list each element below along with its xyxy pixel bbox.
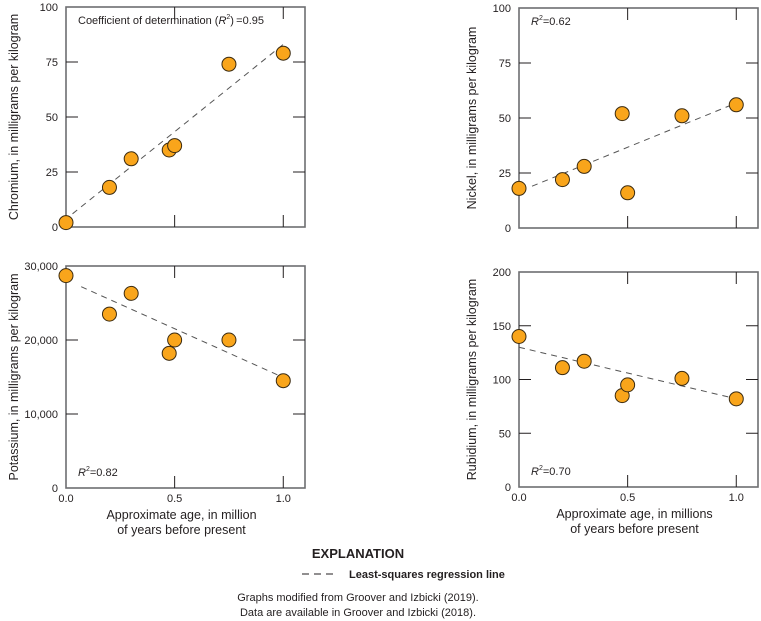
- plot-frame: [518, 7, 759, 229]
- data-point: [674, 370, 690, 386]
- x-axis-label-line: of years before present: [570, 522, 699, 536]
- y-tick-label: 0: [52, 483, 58, 495]
- data-point: [101, 306, 117, 322]
- chart-panels: 0 25 50 75 100 Chromium, in milligrams per ki…: [7, 2, 759, 537]
- source-note-graphs: Graphs modified from Groover and Izbicki…: [237, 592, 479, 604]
- y-tick-label: 50: [499, 428, 511, 440]
- y-axis-label: Rubidium, in milligrams per kilogram: [465, 279, 479, 480]
- plot-frame: [65, 6, 306, 228]
- y-tick-label: 50: [499, 113, 511, 125]
- x-tick-label: 0.0: [511, 492, 526, 504]
- regression-line: [531, 104, 733, 187]
- data-point: [554, 360, 570, 376]
- data-point: [275, 373, 291, 389]
- r-squared-annotation: Coefficient of determination (R2) =0.95: [78, 14, 264, 27]
- y-axis-label: Nickel, in milligrams per kilogram: [465, 27, 479, 210]
- r-squared-annotation: R2=0.70: [531, 465, 571, 478]
- source-notes: Graphs modified from Groover and Izbicki…: [237, 592, 479, 619]
- data-point: [576, 158, 592, 174]
- y-tick-label: 10,000: [24, 409, 58, 421]
- plot-frame: [65, 265, 306, 489]
- y-tick-label: 25: [499, 168, 511, 180]
- y-tick-label: 50: [46, 112, 58, 124]
- data-point: [58, 268, 74, 284]
- data-point: [576, 353, 592, 369]
- data-point: [620, 377, 636, 393]
- y-tick-label: 0: [52, 222, 58, 234]
- regression-line: [81, 286, 280, 376]
- x-tick-label: 0.5: [167, 493, 182, 505]
- y-axis-label: Chromium, in milligrams per kilogram: [7, 14, 21, 220]
- y-tick-label: 150: [493, 321, 511, 333]
- legend-title: EXPLANATION: [312, 546, 404, 561]
- source-note-data: Data are available in Groover and Izbick…: [240, 607, 476, 619]
- legend: EXPLANATION Least-squares regression lin…: [302, 546, 505, 581]
- chart-rubidium: 0 50 100 150 200 0.0 0.5 1.0 Rubidium, in millig…: [465, 267, 759, 536]
- x-axis-label-line: Approximate age, in millions: [556, 507, 712, 521]
- data-point: [674, 108, 690, 124]
- r-squared-annotation: R2=0.62: [531, 15, 571, 28]
- legend-label-regression: Least-squares regression line: [349, 569, 505, 581]
- data-point: [123, 151, 139, 167]
- r-squared-annotation: R2=0.82: [78, 466, 118, 479]
- y-tick-label: 100: [493, 3, 511, 15]
- data-point: [728, 391, 744, 407]
- data-point: [167, 332, 183, 348]
- y-tick-label: 200: [493, 267, 511, 279]
- data-point: [620, 185, 636, 201]
- data-point: [167, 138, 183, 154]
- x-tick-label: 1.0: [729, 492, 744, 504]
- x-axis-label-line: Approximate age, in million: [106, 508, 256, 522]
- x-tick-label: 0.0: [58, 493, 73, 505]
- x-tick-label: 0.5: [620, 492, 635, 504]
- data-point: [728, 97, 744, 113]
- data-point: [554, 172, 570, 188]
- data-point: [123, 285, 139, 301]
- y-tick-label: 25: [46, 167, 58, 179]
- chart-potassium: 0 10,000 20,000 30,000 0.0 0.5 1.0 Potassium, i…: [7, 261, 306, 537]
- x-axis-label-line: of years before present: [117, 523, 246, 537]
- y-tick-label: 0: [505, 223, 511, 235]
- chart-nickel: 0 25 50 75 100 Nickel, in milligrams per kilo…: [465, 3, 759, 235]
- data-point: [101, 179, 117, 195]
- chart-chromium: 0 25 50 75 100 Chromium, in milligrams per ki…: [7, 2, 306, 234]
- data-point: [221, 56, 237, 72]
- data-point: [511, 180, 527, 196]
- y-axis-label: Potassium, in milligrams per kilogram: [7, 273, 21, 480]
- y-tick-label: 100: [493, 375, 511, 387]
- y-tick-label: 75: [499, 58, 511, 70]
- x-tick-label: 1.0: [276, 493, 291, 505]
- data-point: [221, 332, 237, 348]
- y-tick-label: 30,000: [24, 261, 58, 273]
- y-tick-label: 20,000: [24, 335, 58, 347]
- y-tick-label: 0: [505, 482, 511, 494]
- y-tick-label: 100: [40, 2, 58, 14]
- data-point: [161, 345, 177, 361]
- plot-frame: [518, 271, 759, 488]
- y-tick-label: 75: [46, 57, 58, 69]
- data-point: [614, 106, 630, 122]
- data-point: [275, 45, 291, 61]
- data-point: [511, 329, 527, 344]
- data-point: [58, 215, 74, 231]
- regression-line: [518, 346, 733, 399]
